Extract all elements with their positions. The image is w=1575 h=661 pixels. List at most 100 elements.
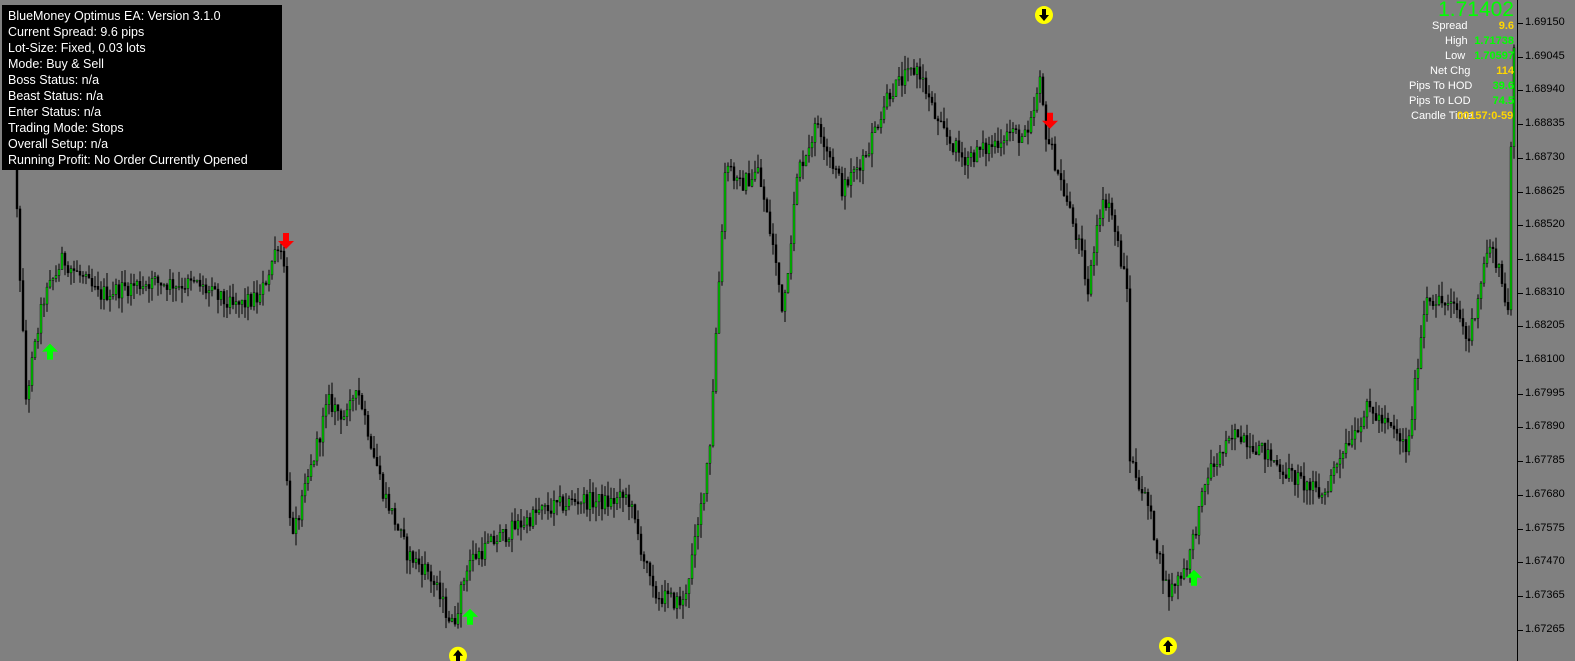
candle-bull: [1260, 442, 1264, 447]
candle-bull: [714, 333, 718, 392]
candle-bear: [1275, 460, 1279, 465]
candle-bull: [1098, 217, 1102, 226]
candle-bear: [666, 590, 670, 595]
candle-bull: [1434, 304, 1438, 306]
candle-bull: [798, 161, 802, 178]
stat-value: 1.71738: [1474, 35, 1514, 47]
candle-bull: [1176, 575, 1180, 586]
candle-bear: [951, 143, 955, 153]
candle-bull: [699, 503, 703, 526]
candle-bull: [1425, 297, 1429, 315]
axis-tick: [1518, 596, 1523, 597]
candle-bull: [1383, 417, 1387, 424]
stat-label: Net Chg: [1430, 65, 1471, 77]
candle-bear: [156, 276, 160, 283]
axis-tick: [1518, 23, 1523, 24]
candle-bear: [282, 250, 286, 267]
candle-bear: [555, 500, 559, 503]
candle-bull: [1320, 494, 1324, 498]
info-line: Overall Setup: n/a: [8, 137, 109, 151]
candle-bull: [1227, 437, 1231, 442]
candle-bull: [1077, 238, 1081, 240]
candle-bear: [237, 301, 241, 305]
candle-bear: [372, 448, 376, 458]
candle-bear: [1452, 301, 1456, 304]
candle-bear: [1140, 489, 1144, 494]
stat-value: 114: [1496, 65, 1514, 77]
sell-signal-arrow-icon: [278, 233, 294, 250]
price-axis-label: 1.68415: [1525, 252, 1565, 264]
candle-bear: [636, 519, 640, 535]
candle-bull: [891, 96, 895, 100]
candle-bull: [624, 494, 628, 498]
candle-bull: [1197, 506, 1201, 536]
candle-bear: [213, 286, 217, 290]
candle-bear: [1065, 195, 1069, 202]
candle-bull: [894, 79, 898, 97]
candle-bull: [342, 416, 346, 420]
price-chart-plot[interactable]: [0, 0, 1517, 661]
candle-bear: [192, 280, 196, 282]
candle-bear: [432, 580, 436, 585]
candle-bull: [1035, 93, 1039, 111]
candle-bear: [963, 156, 967, 166]
candle-bear: [900, 76, 904, 86]
candle-bear: [63, 252, 67, 266]
candle-bull: [1326, 491, 1330, 493]
candle-bull: [582, 494, 586, 504]
axis-tick: [1518, 90, 1523, 91]
candle-bear: [780, 284, 784, 312]
candle-bear: [945, 127, 949, 137]
candle-bear: [1461, 318, 1465, 327]
candle-bull: [498, 532, 502, 543]
candle-bull: [1470, 318, 1474, 342]
candle-bull: [753, 171, 757, 180]
price-axis-label: 1.68205: [1525, 319, 1565, 331]
candle-bear: [771, 233, 775, 246]
candle-bear: [285, 266, 289, 482]
candle-bear: [1173, 583, 1177, 586]
candle-bull: [1488, 246, 1492, 254]
candle-bear: [363, 408, 367, 416]
price-axis-label: 1.67680: [1525, 488, 1565, 500]
info-line: Trading Mode: Stops: [8, 121, 124, 135]
candle-bull: [717, 281, 721, 334]
candle-bull: [687, 578, 691, 595]
candle-bull: [1266, 449, 1270, 460]
price-axis[interactable]: 1.69150 1.69045 1.68940 1.68835 1.68730 1.686…: [1517, 0, 1575, 661]
axis-tick: [1518, 562, 1523, 563]
candle-bear: [147, 284, 151, 289]
price-axis-label: 1.68940: [1525, 83, 1565, 95]
candle-bull: [408, 551, 412, 561]
candle-bull: [1224, 440, 1228, 454]
candle-bear: [939, 120, 943, 123]
candle-bull: [39, 304, 43, 334]
price-axis-label: 1.68835: [1525, 117, 1565, 129]
candle-bear: [960, 152, 964, 158]
candle-bear: [1017, 129, 1021, 143]
candle-bear: [1104, 199, 1108, 208]
candle-bear: [105, 286, 109, 301]
stat-row: Spread 9.6: [1402, 20, 1514, 34]
candle-bear: [1071, 207, 1075, 224]
candle-bear: [846, 179, 850, 186]
candle-bear: [660, 598, 664, 604]
candle-bull: [201, 284, 205, 287]
candle-bear: [990, 144, 994, 147]
candle-bull: [849, 171, 853, 186]
candle-bull: [966, 156, 970, 166]
candle-bull: [588, 492, 592, 510]
candle-bear: [1221, 451, 1225, 454]
candle-bull: [531, 509, 535, 527]
candle-bull: [135, 281, 139, 286]
candle-bull: [558, 496, 562, 503]
candle-bull: [543, 505, 547, 507]
candle-bear: [138, 281, 142, 290]
candle-bear: [1185, 568, 1189, 570]
candle-bull: [1476, 298, 1480, 319]
candle-bear: [729, 165, 733, 168]
candle-bear: [1230, 437, 1234, 440]
candle-bull: [882, 106, 886, 120]
candle-bull: [1419, 337, 1423, 369]
